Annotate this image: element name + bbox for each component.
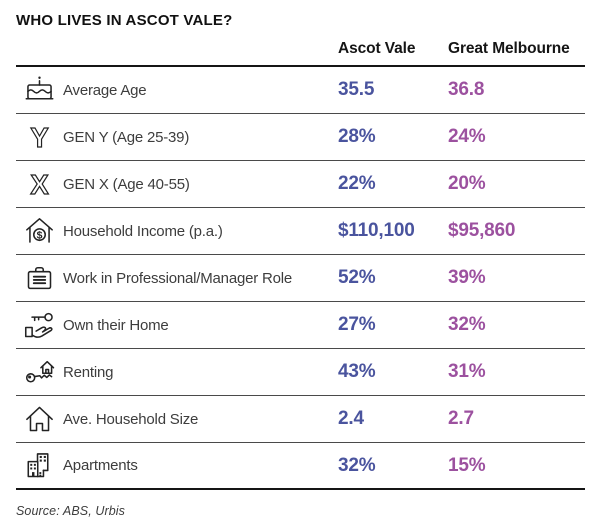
- table-body: Average Age 35.5 36.8 Y GEN Y (Age 25-39…: [16, 67, 585, 490]
- row-label: Own their Home: [63, 316, 169, 334]
- briefcase-icon: [16, 262, 63, 295]
- apartments-icon: [16, 449, 63, 482]
- row-label: GEN X (Age 40-55): [63, 175, 190, 193]
- house-icon: [16, 403, 63, 436]
- gen-y-icon: Y: [16, 121, 63, 154]
- value-ascot-vale: 22%: [338, 173, 376, 194]
- key-house-icon: [16, 356, 63, 389]
- column-header-great-melbourne: Great Melbourne: [448, 40, 570, 57]
- row-label: Work in Professional/Manager Role: [63, 269, 293, 287]
- value-great-melbourne: 36.8: [448, 79, 485, 100]
- row-label: Average Age: [63, 81, 147, 99]
- value-great-melbourne: 15%: [448, 454, 486, 476]
- cake-icon: [16, 74, 63, 107]
- table-header-row: Ascot Vale Great Melbourne: [16, 29, 585, 67]
- gen-x-icon: X: [16, 168, 63, 201]
- value-ascot-vale: 43%: [338, 361, 376, 382]
- table-row: Work in Professional/Manager Role 52% 39…: [16, 255, 585, 302]
- demographics-table: Ascot Vale Great Melbourne Average Age 3…: [16, 29, 585, 490]
- table-row: $ Household Income (p.a.) $110,100 $95,8…: [16, 208, 585, 255]
- hand-key-icon: [16, 309, 63, 342]
- row-label: Renting: [63, 363, 114, 381]
- value-great-melbourne: 39%: [448, 267, 486, 288]
- table-row: Ave. Household Size 2.4 2.7: [16, 396, 585, 443]
- table-row: Average Age 35.5 36.8: [16, 67, 585, 114]
- page-title: WHO LIVES IN ASCOT VALE?: [16, 12, 233, 29]
- svg-text:$: $: [37, 230, 43, 241]
- value-ascot-vale: 28%: [338, 126, 376, 147]
- table-row: Renting 43% 31%: [16, 349, 585, 396]
- value-ascot-vale: 52%: [338, 267, 376, 288]
- value-great-melbourne: 20%: [448, 173, 486, 194]
- row-label: Apartments: [63, 457, 138, 474]
- value-ascot-vale: 32%: [338, 454, 376, 476]
- column-header-ascot-vale: Ascot Vale: [338, 40, 416, 57]
- value-great-melbourne: 32%: [448, 314, 486, 335]
- table-row: Apartments 32% 15%: [16, 443, 585, 490]
- value-great-melbourne: 2.7: [448, 408, 474, 429]
- value-ascot-vale: 2.4: [338, 408, 364, 429]
- value-great-melbourne: $95,860: [448, 220, 516, 241]
- value-ascot-vale: $110,100: [338, 220, 415, 241]
- value-great-melbourne: 31%: [448, 361, 486, 382]
- svg-text:X: X: [30, 168, 49, 199]
- row-label: Household Income (p.a.): [63, 222, 223, 240]
- value-great-melbourne: 24%: [448, 126, 486, 147]
- table-row: Y GEN Y (Age 25-39) 28% 24%: [16, 114, 585, 161]
- row-label: GEN Y (Age 25-39): [63, 128, 190, 146]
- table-row: X GEN X (Age 40-55) 22% 20%: [16, 161, 585, 208]
- value-ascot-vale: 27%: [338, 314, 376, 335]
- value-ascot-vale: 35.5: [338, 79, 375, 100]
- row-label: Ave. Household Size: [63, 410, 199, 428]
- svg-text:Y: Y: [30, 121, 48, 152]
- source-note: Source: ABS, Urbis: [16, 504, 126, 518]
- house-dollar-icon: $: [16, 215, 63, 248]
- table-row: Own their Home 27% 32%: [16, 302, 585, 349]
